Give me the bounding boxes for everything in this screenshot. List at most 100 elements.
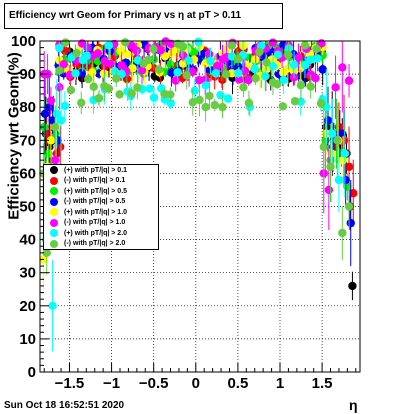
- data-point: [145, 84, 154, 93]
- data-point: [250, 64, 259, 74]
- data-point: [227, 41, 237, 50]
- legend-label: (-) with pT/|q| > 0.1: [64, 177, 126, 185]
- data-point: [166, 99, 175, 108]
- data-point: [306, 82, 315, 91]
- data-point: [144, 55, 153, 65]
- x-tick-label: 0: [192, 375, 200, 392]
- x-tick-label: 0.5: [227, 375, 248, 392]
- legend-label: (-) with pT/|q| > 0.5: [64, 198, 126, 206]
- chart-title: Efficiency wrt Geom for Primary vs η at …: [4, 3, 283, 29]
- data-point: [104, 84, 114, 93]
- data-point: [326, 162, 335, 171]
- data-point: [190, 86, 199, 95]
- data-point: [50, 155, 60, 165]
- legend-marker: [50, 218, 58, 227]
- data-point: [244, 75, 253, 85]
- data-point: [121, 38, 130, 47]
- legend-marker: [50, 166, 58, 175]
- x-tick-label: 1.5: [312, 375, 333, 392]
- legend-entry: (+) with pT/|q| > 1.0: [44, 207, 158, 218]
- data-point: [60, 101, 70, 111]
- data-point: [311, 74, 320, 83]
- data-point: [319, 142, 328, 152]
- legend-marker: [50, 229, 58, 238]
- data-point: [171, 76, 180, 85]
- data-point: [167, 68, 176, 78]
- data-point: [116, 46, 125, 56]
- legend-marker: [50, 187, 58, 196]
- x-tick-label: −0.5: [139, 375, 169, 392]
- data-point: [122, 50, 132, 59]
- data-point: [234, 75, 244, 84]
- y-tick-label: 40: [19, 232, 36, 249]
- data-point: [205, 91, 214, 101]
- data-point: [296, 80, 306, 90]
- legend: (+) with pT/|q| > 0.1 (-) with pT/|q| > 0…: [43, 164, 159, 250]
- legend-entry: (+) with pT/|q| > 0.1: [44, 165, 158, 176]
- data-point: [344, 162, 354, 171]
- data-point: [211, 69, 221, 78]
- legend-entry: (-) with pT/|q| > 1.0: [44, 218, 158, 229]
- data-point: [201, 81, 211, 90]
- data-point: [221, 45, 231, 55]
- data-point: [149, 44, 158, 54]
- data-point: [283, 64, 293, 73]
- data-point: [234, 68, 243, 78]
- data-point: [56, 116, 66, 125]
- y-axis-label: Efficiency wrt Geom(%): [5, 52, 23, 220]
- data-point: [221, 70, 231, 79]
- x-tick-label: −1.5: [55, 375, 85, 392]
- y-tick-label: 10: [19, 331, 36, 348]
- data-point: [316, 99, 326, 108]
- data-point: [340, 149, 350, 158]
- data-point: [251, 74, 260, 83]
- data-point: [239, 83, 248, 92]
- data-point: [204, 50, 214, 59]
- data-point: [117, 61, 126, 70]
- data-point: [173, 68, 182, 77]
- data-point: [166, 90, 175, 99]
- data-point: [72, 48, 81, 58]
- legend-marker: [50, 197, 58, 206]
- data-point: [133, 83, 142, 92]
- x-tick-label: −1: [103, 375, 120, 392]
- data-point: [331, 83, 340, 92]
- data-point: [104, 41, 114, 50]
- data-point: [132, 46, 141, 56]
- y-tick-label: 30: [19, 265, 36, 282]
- legend-marker: [50, 176, 58, 185]
- data-point: [201, 102, 210, 112]
- legend-label: (+) with pT/|q| > 1.0: [64, 208, 128, 216]
- data-point: [127, 89, 136, 98]
- data-point: [77, 98, 86, 108]
- data-point: [273, 50, 283, 59]
- x-tick-label: 1: [276, 375, 284, 392]
- data-point: [338, 228, 347, 238]
- data-point: [255, 47, 264, 57]
- data-point: [46, 96, 56, 105]
- data-point: [194, 76, 204, 85]
- data-point: [333, 136, 342, 145]
- legend-label: (+) with pT/|q| > 0.5: [64, 187, 128, 195]
- legend-entry: (-) with pT/|q| > 0.1: [44, 176, 158, 187]
- data-point: [55, 43, 64, 53]
- data-point: [294, 53, 303, 62]
- data-point: [318, 65, 327, 74]
- data-point: [279, 75, 288, 85]
- data-point: [312, 44, 321, 54]
- data-point: [206, 56, 215, 66]
- legend-label: (+) with pT/|q| > 0.1: [64, 166, 128, 174]
- data-point: [93, 49, 103, 58]
- y-tick-label: 20: [19, 298, 36, 315]
- data-point: [313, 54, 322, 63]
- data-point: [71, 69, 80, 78]
- data-point: [61, 38, 70, 47]
- data-point: [55, 66, 64, 75]
- data-point: [149, 93, 159, 102]
- legend-marker: [50, 208, 58, 217]
- data-point: [210, 100, 219, 110]
- data-point: [87, 68, 97, 77]
- legend-entry: (+) with pT/|q| > 2.0: [44, 228, 158, 239]
- legend-entry: (+) with pT/|q| > 0.5: [44, 186, 158, 197]
- data-point: [290, 97, 300, 106]
